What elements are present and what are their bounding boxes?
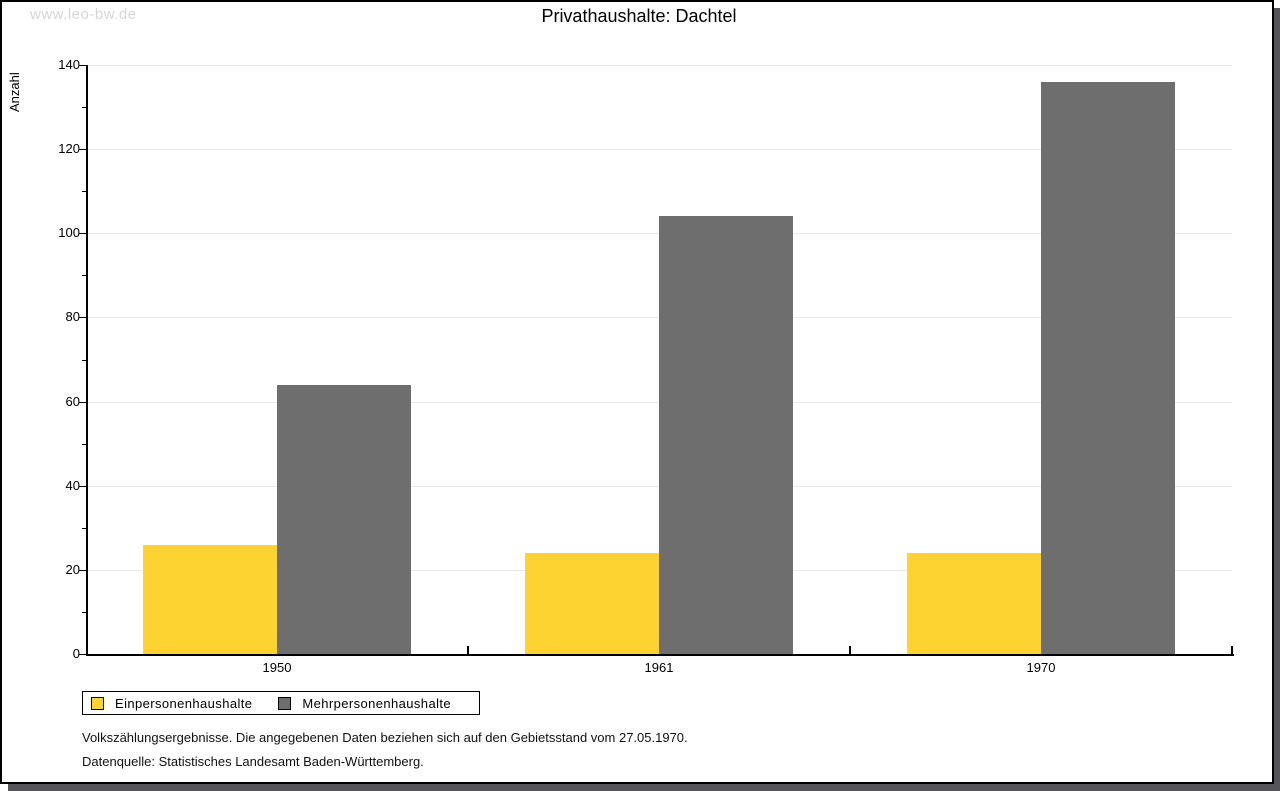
y-major-tick-0	[79, 654, 86, 655]
footnote-source: Datenquelle: Statistisches Landesamt Bad…	[82, 754, 424, 769]
window-shadow-right	[1274, 8, 1280, 791]
y-major-tick-140	[79, 65, 86, 66]
bar-mehrpersonenhaushalte-1961	[659, 216, 793, 654]
y-tick-label-80: 80	[65, 309, 80, 325]
y-axis-line	[86, 65, 88, 656]
bar-einpersonenhaushalte-1970	[907, 553, 1041, 654]
bar-mehrpersonenhaushalte-1950	[277, 384, 411, 654]
legend-item-mehrpersonenhaushalte: Mehrpersonenhaushalte	[278, 696, 451, 711]
legend-label: Einpersonenhaushalte	[115, 695, 253, 711]
x-separator-tick-3	[1231, 646, 1233, 654]
x-category-label-1950: 1950	[262, 660, 292, 675]
legend-swatch-einpersonenhaushalte	[91, 696, 104, 710]
bar-einpersonenhaushalte-1961	[525, 553, 659, 654]
y-minor-tick-110	[82, 191, 86, 193]
y-tick-label-20: 20	[65, 561, 80, 577]
y-tick-label-40: 40	[65, 477, 80, 493]
y-minor-tick-30	[82, 527, 86, 529]
y-tick-label-140: 140	[58, 57, 80, 72]
gridline-120	[87, 149, 1232, 151]
y-major-tick-20	[79, 569, 86, 571]
y-minor-tick-10	[82, 611, 86, 613]
bar-mehrpersonenhaushalte-1970	[1041, 81, 1175, 654]
legend-label: Mehrpersonenhaushalte	[302, 695, 451, 711]
y-tick-label-100: 100	[58, 225, 80, 241]
footnote-census: Volkszählungsergebnisse. Die angegebenen…	[82, 730, 688, 745]
y-minor-tick-130	[82, 107, 86, 109]
x-separator-tick-2	[849, 646, 851, 654]
y-tick-label-60: 60	[65, 393, 80, 409]
x-separator-tick-1	[467, 646, 469, 654]
bar-einpersonenhaushalte-1950	[143, 544, 277, 654]
y-tick-label-120: 120	[58, 141, 80, 157]
chart-title: Privathaushalte: Dachtel	[541, 6, 737, 26]
y-minor-tick-90	[82, 275, 86, 277]
legend-swatch-mehrpersonenhaushalte	[278, 696, 292, 710]
y-tick-label-0: 0	[72, 646, 80, 661]
window-shadow-bottom	[8, 784, 1280, 791]
y-axis-label: Anzahl	[7, 72, 22, 112]
legend: Einpersonenhaushalte Mehrpersonenhaushalt…	[82, 691, 480, 715]
y-major-tick-40	[79, 485, 86, 487]
y-major-tick-120	[79, 149, 86, 151]
x-category-label-1961: 1961	[644, 660, 674, 675]
y-major-tick-100	[79, 233, 86, 235]
x-axis-line	[86, 654, 1234, 656]
y-major-tick-80	[79, 317, 86, 319]
legend-item-einpersonenhaushalte: Einpersonenhaushalte	[91, 696, 252, 711]
y-minor-tick-50	[82, 443, 86, 445]
watermark: www.leo-bw.de	[30, 6, 137, 23]
x-category-label-1970: 1970	[1026, 660, 1056, 675]
y-minor-tick-70	[82, 359, 86, 361]
gridline-140	[87, 65, 1232, 66]
y-major-tick-60	[79, 401, 86, 403]
